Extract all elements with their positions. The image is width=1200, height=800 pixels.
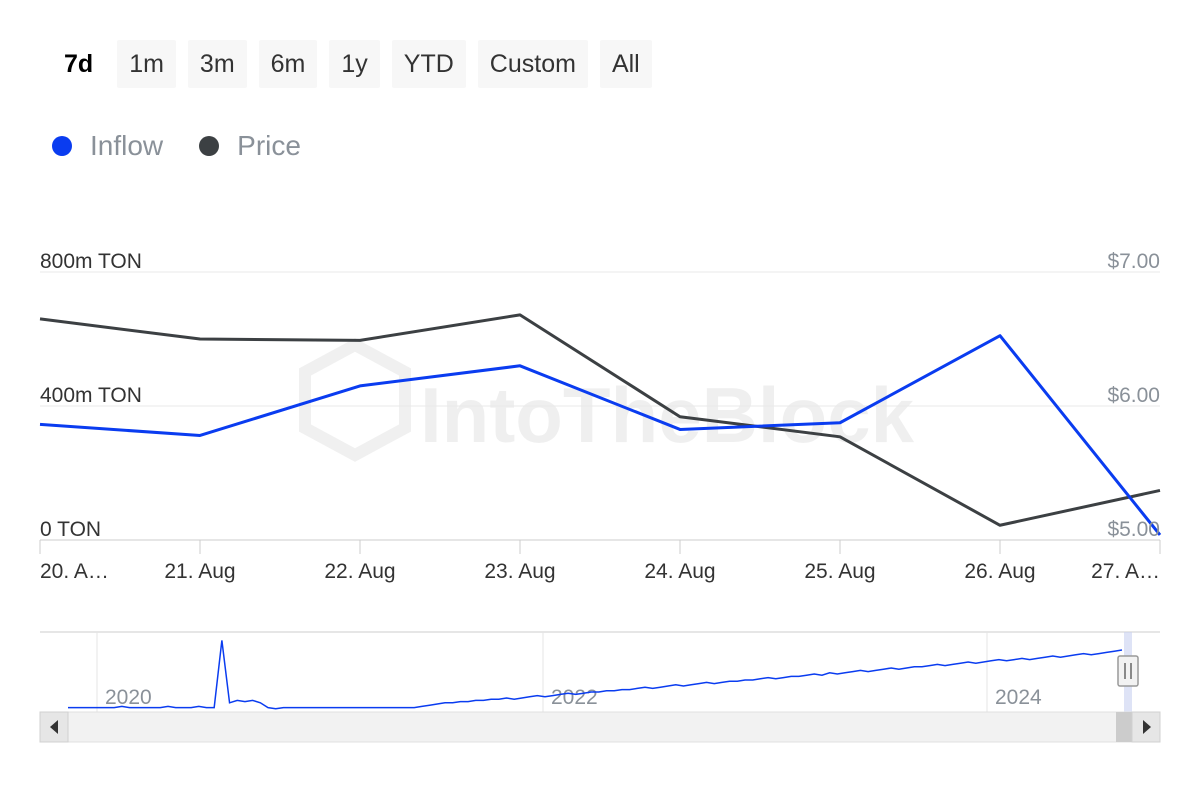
y-right-tick-label: $6.00 <box>1107 384 1160 407</box>
navigator-label: 2022 <box>551 686 598 709</box>
navigator-label: 2024 <box>995 686 1042 709</box>
navigator-series-line <box>68 640 1123 710</box>
legend: Inflow Price <box>52 130 301 162</box>
x-tick-label: 24. Aug <box>644 560 715 583</box>
range-button-1y[interactable]: 1y <box>329 40 380 88</box>
range-button-7d[interactable]: 7d <box>52 40 106 88</box>
range-button-all[interactable]: All <box>599 40 652 88</box>
y-right-tick-label: $5.00 <box>1107 518 1160 541</box>
legend-label-inflow: Inflow <box>90 130 164 161</box>
x-tick-label: 21. Aug <box>164 560 235 583</box>
y-left-tick-label: 400m TON <box>40 384 142 407</box>
x-tick-label: 20. A… <box>40 560 109 583</box>
scroll-right-arrow-icon[interactable] <box>1131 711 1161 743</box>
range-button-ytd[interactable]: YTD <box>391 40 466 88</box>
navigator-scrollbar[interactable] <box>39 711 1161 743</box>
watermark-logo-icon <box>299 338 411 462</box>
series-line-inflow <box>39 334 1162 536</box>
x-tick-label: 22. Aug <box>324 560 395 583</box>
navigator-handle-icon[interactable] <box>1117 655 1139 687</box>
range-button-6m[interactable]: 6m <box>258 40 318 88</box>
legend-label-price: Price <box>237 130 301 161</box>
series-line-price <box>39 313 1161 527</box>
x-tick-label: 23. Aug <box>484 560 555 583</box>
x-tick-label: 25. Aug <box>804 560 875 583</box>
legend-dot-price <box>199 136 220 156</box>
range-button-3m[interactable]: 3m <box>187 40 247 88</box>
scroll-left-arrow-icon[interactable] <box>39 711 69 743</box>
watermark-text: IntoTheBlock <box>420 371 915 459</box>
y-right-tick-label: $7.00 <box>1107 250 1160 273</box>
legend-item-inflow[interactable]: Inflow <box>52 130 163 162</box>
scrollbar-thumb[interactable] <box>1116 712 1132 742</box>
range-button-1m[interactable]: 1m <box>117 40 176 88</box>
x-tick-label: 26. Aug <box>964 560 1035 583</box>
legend-dot-inflow <box>52 136 72 156</box>
y-left-tick-label: 800m TON <box>40 250 142 273</box>
y-left-tick-label: 0 TON <box>40 518 101 541</box>
range-button-custom[interactable]: Custom <box>477 40 588 88</box>
legend-item-price[interactable]: Price <box>199 130 301 162</box>
range-selector: 7d 1m 3m 6m 1y YTD Custom All <box>52 40 652 88</box>
navigator-label: 2020 <box>105 686 152 709</box>
x-tick-label: 27. A… <box>1091 560 1160 583</box>
